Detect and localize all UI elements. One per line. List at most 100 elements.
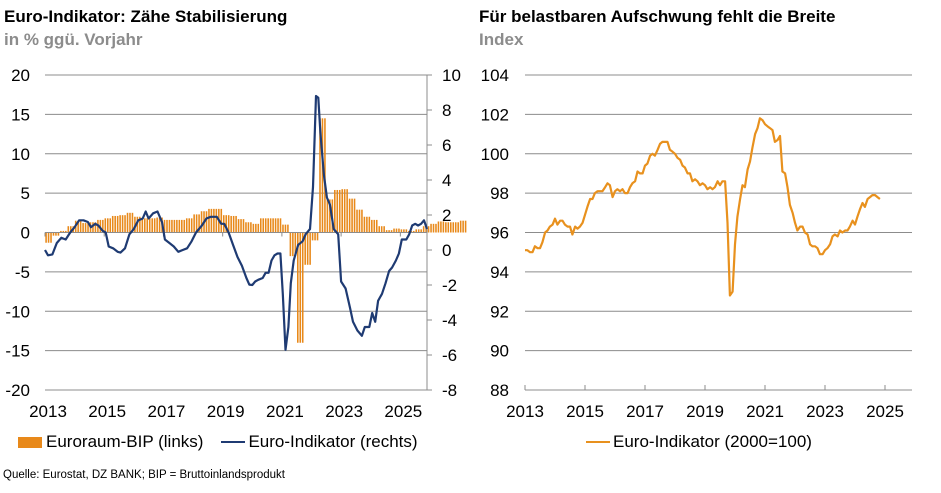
gdp-bar — [368, 216, 371, 233]
gdp-bar — [178, 219, 181, 233]
gdp-bar — [198, 214, 200, 233]
gdp-bar — [114, 215, 116, 233]
gdp-bar — [144, 218, 146, 233]
left-x-tick-label: 2025 — [384, 402, 422, 421]
left-x-tick-label: 2013 — [29, 402, 67, 421]
gdp-bar — [116, 215, 119, 233]
gdp-bar — [55, 232, 57, 236]
gdp-bar — [378, 226, 381, 233]
gdp-bar — [109, 218, 112, 233]
gdp-bar — [351, 198, 353, 233]
gdp-bar — [50, 232, 52, 243]
gdp-bar — [437, 221, 440, 233]
left-chart-title: Euro-Indikator: Zähe Stabilisierung — [4, 7, 288, 26]
gdp-bar — [309, 232, 311, 265]
gdp-bar — [412, 230, 415, 233]
right-chart-y-tick-label: 92 — [490, 302, 509, 321]
right-y-tick-label: 8 — [442, 101, 451, 120]
gdp-bar — [390, 230, 393, 233]
gdp-bar — [193, 214, 195, 233]
gdp-bar — [442, 221, 445, 233]
gdp-bar — [284, 224, 287, 233]
gdp-bar — [148, 218, 151, 233]
gdp-bar — [400, 229, 403, 233]
gdp-bar — [459, 220, 462, 233]
gdp-bar — [338, 189, 341, 233]
gdp-bar — [230, 215, 232, 233]
left-x-tick-label: 2015 — [88, 402, 126, 421]
gdp-bar — [173, 219, 176, 233]
gdp-bar — [181, 219, 183, 233]
right-chart-gridlines — [525, 74, 912, 391]
gdp-bar — [415, 229, 418, 233]
gdp-bar — [430, 223, 432, 233]
gdp-bar — [447, 222, 450, 233]
right-chart-y-tick-label: 104 — [481, 66, 509, 85]
gdp-bar — [304, 232, 306, 265]
gdp-bar — [52, 232, 55, 236]
gdp-bar — [450, 222, 452, 233]
gdp-bar — [104, 218, 107, 233]
left-x-tick-label: 2017 — [148, 402, 186, 421]
gdp-bar — [119, 215, 121, 233]
gdp-bar — [232, 215, 235, 233]
left-chart-subtitle: in % ggü. Vorjahr — [4, 30, 143, 49]
right-chart-x-tick-label: 2013 — [506, 402, 544, 421]
gdp-bar — [176, 219, 178, 233]
gdp-bar — [252, 223, 255, 233]
gdp-bar — [403, 229, 405, 233]
gdp-bar — [410, 230, 413, 233]
left-x-tick-label: 2021 — [266, 402, 304, 421]
gdp-bar — [99, 219, 102, 233]
gdp-bar — [215, 208, 218, 233]
gdp-bar — [65, 230, 67, 233]
gdp-bar — [306, 232, 309, 265]
right-y-tick-label: -8 — [442, 381, 457, 400]
right-y-tick-label: -4 — [442, 311, 457, 330]
right-chart-x-tick-label: 2021 — [746, 402, 784, 421]
gdp-bar — [334, 189, 336, 233]
gdp-bar — [60, 230, 62, 233]
gdp-bar — [237, 219, 240, 233]
right-y-tick-label: 4 — [442, 171, 451, 190]
gdp-bar — [373, 219, 376, 233]
gdp-bar — [62, 230, 65, 233]
right-y-tick-label: 10 — [442, 66, 461, 85]
gdp-bar — [156, 217, 158, 233]
gdp-bar — [282, 224, 284, 233]
gdp-bar — [92, 222, 94, 233]
gdp-bar — [405, 229, 408, 233]
gdp-bar — [314, 232, 316, 241]
gdp-bar — [464, 220, 467, 233]
legend-label-index: Euro-Indikator (2000=100) — [613, 432, 812, 451]
gdp-bar — [341, 189, 343, 233]
gdp-bar — [385, 230, 388, 233]
legend-swatch-indicator — [221, 441, 246, 443]
right-chart-x-tick-label: 2017 — [626, 402, 664, 421]
gdp-bar — [292, 232, 294, 257]
gdp-bar — [299, 232, 302, 343]
right-chart-y-tick-label: 90 — [490, 342, 509, 361]
gdp-bar — [277, 218, 279, 233]
right-chart-y-tick-label: 88 — [490, 381, 509, 400]
right-chart-y-tick-label: 94 — [490, 263, 509, 282]
gdp-bar — [57, 232, 60, 236]
gdp-bar — [319, 118, 321, 233]
euro-indikator-line-left — [44, 94, 429, 351]
gdp-bar — [183, 219, 186, 233]
gdp-bar — [375, 219, 378, 233]
right-chart-axes — [524, 385, 886, 390]
right-chart-subtitle: Index — [479, 30, 524, 49]
right-chart-y-tick-label: 102 — [481, 105, 509, 124]
gdp-bar — [366, 216, 368, 233]
gdp-bar — [121, 215, 124, 233]
gdp-bar — [220, 208, 223, 233]
gdp-bar — [388, 230, 390, 233]
gdp-bar — [358, 209, 361, 233]
left-y-tick-label: 5 — [21, 184, 30, 203]
gdp-bar — [393, 228, 395, 233]
gdp-bar — [82, 223, 84, 233]
gdp-bar — [47, 232, 50, 243]
